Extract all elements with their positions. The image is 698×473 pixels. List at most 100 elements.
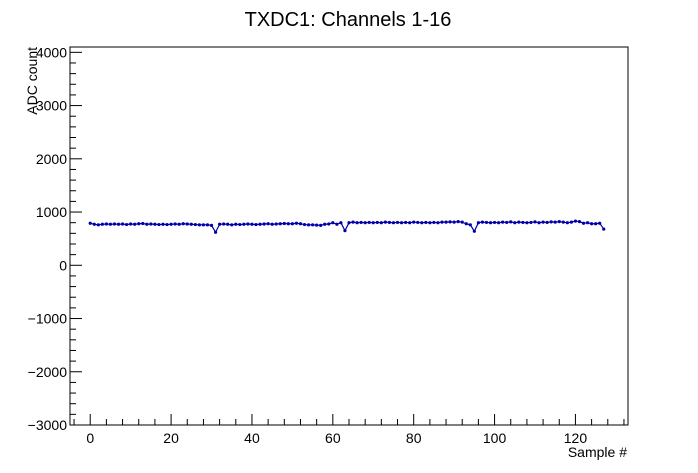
x-tick-label: 120 [564,430,588,446]
data-point [569,220,573,224]
data-point [581,221,586,225]
data-point [298,222,303,226]
y-tick-label: −3000 [28,417,68,433]
data-point [234,222,238,226]
data-point [173,222,177,226]
data-point [497,221,501,225]
data-point [404,220,408,225]
data-point [412,220,416,224]
data-point [387,220,392,225]
data-point [541,220,545,224]
data-point [302,222,307,227]
data-point [351,220,355,224]
data-point [391,221,396,225]
data-point [561,220,565,224]
data-point [209,223,214,227]
data-point [480,220,485,224]
data-point [290,222,294,226]
data-point [428,221,432,225]
data-point [254,222,258,227]
data-point [92,222,96,226]
x-tick-label: 80 [406,430,422,446]
data-point [598,221,602,225]
y-tick-label: 3000 [36,98,67,114]
data-point [157,222,161,227]
data-point [420,221,424,225]
data-point [602,227,606,231]
data-point [88,221,92,225]
x-tick-label: 60 [325,430,341,446]
data-point [149,222,153,226]
data-point [116,222,121,226]
data-point [513,221,517,225]
data-point [585,221,590,225]
data-series [88,219,606,234]
data-point [319,223,323,227]
data-point [553,220,557,224]
data-point [573,219,578,223]
data-point [517,220,521,224]
data-point [315,223,319,227]
x-tick-label: 100 [483,430,507,446]
plot-frame [69,46,629,426]
data-point [238,222,242,227]
data-point [565,221,569,225]
data-point [266,222,270,226]
data-point [383,220,387,224]
data-point [205,223,210,227]
data-point [250,222,254,226]
data-point [440,220,444,224]
data-point [120,222,125,226]
y-tick-label: 1000 [36,204,67,220]
data-point [230,223,234,227]
y-tick-label: 0 [59,257,67,273]
data-point [484,220,489,225]
y-tick-label: −2000 [28,364,68,380]
data-point [444,220,448,224]
data-point [165,222,169,227]
data-point [222,222,226,226]
data-point [529,220,533,225]
data-point [432,220,436,225]
data-point [359,220,363,225]
data-point [246,222,250,226]
data-point [129,222,133,226]
data-point [141,221,145,226]
data-point [161,222,165,226]
data-point [112,222,117,226]
data-point [226,222,230,226]
data-point [355,221,359,225]
y-tick-label: 4000 [36,44,67,60]
data-point [452,220,456,224]
data-point [448,220,452,224]
data-point [282,221,286,226]
data-point [468,223,472,227]
data-point [509,220,513,224]
data-point [545,220,549,225]
data-point [213,230,218,234]
data-point [218,222,222,226]
data-point [339,221,343,225]
y-tick-label: −1000 [28,311,68,327]
data-point [577,220,582,224]
data-point [395,220,400,225]
data-point [258,222,262,226]
y-tick-label: 2000 [36,151,67,167]
data-point [343,229,347,233]
data-point [505,220,509,225]
x-tick-label: 20 [163,430,179,446]
data-point [488,221,493,225]
data-point [274,222,278,226]
data-point [100,222,104,226]
data-point [375,220,379,225]
data-point [476,221,480,225]
data-point [125,222,129,227]
data-point [408,221,412,225]
data-point [521,220,525,225]
data-point [363,221,367,225]
data-point [331,221,335,225]
data-point [379,221,383,225]
data-point [590,222,594,226]
data-point [294,221,299,225]
